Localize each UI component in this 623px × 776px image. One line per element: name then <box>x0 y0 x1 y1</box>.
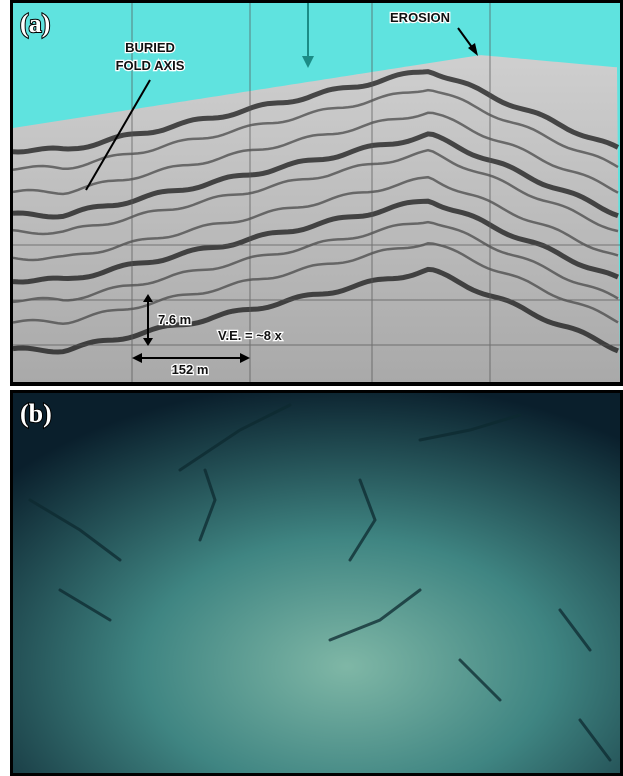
scale-label: 152 m <box>172 362 209 377</box>
annotation: FOLD AXIS <box>116 58 185 73</box>
panel-a: (a) BURIED FOLD AXIS EROSION 7.6 m V.E. … <box>10 0 623 386</box>
scale-label: V.E. = ~8 x <box>218 328 283 343</box>
figure: (a) BURIED FOLD AXIS EROSION 7.6 m V.E. … <box>0 0 623 776</box>
annotation: EROSION <box>390 10 450 25</box>
panel-label: (b) <box>20 399 52 428</box>
panel-b: (b) <box>10 390 623 776</box>
scale-label: 7.6 m <box>158 312 191 327</box>
annotation: BURIED <box>125 40 175 55</box>
panel-label: (a) <box>20 9 50 38</box>
